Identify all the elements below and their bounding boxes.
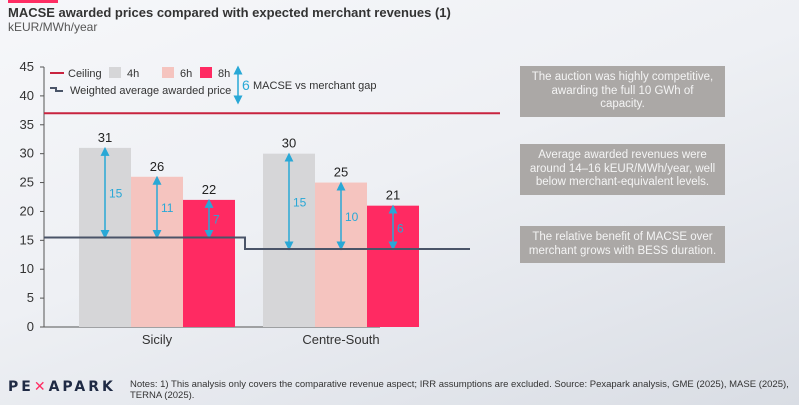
bar-value-label: 31	[98, 130, 112, 145]
legend-weighted-avg-swatch	[50, 87, 63, 92]
legend-label-6h: 6h	[180, 68, 192, 80]
y-tick-label: 5	[27, 290, 34, 305]
legend-gap-value: 6	[242, 77, 250, 93]
bar-value-label: 26	[150, 159, 164, 174]
note-box-auction: The auction was highly competitive, awar…	[520, 66, 725, 117]
gap-value-label: 10	[345, 210, 359, 224]
chart-subtitle: kEUR/MWh/year	[8, 20, 98, 34]
legend-gap-label: MACSE vs merchant gap	[253, 80, 377, 92]
accent-bar	[8, 0, 58, 3]
legend-swatch-6h	[162, 67, 174, 78]
note-box-relative-benefit: The relative benefit of MACSE over merch…	[520, 226, 725, 263]
x-category-label: Centre-South	[302, 332, 379, 347]
chart-title: MACSE awarded prices compared with expec…	[8, 5, 451, 20]
y-tick-label: 40	[20, 88, 34, 103]
bar-value-label: 21	[386, 188, 400, 203]
legend-ceiling-label: Ceiling	[68, 68, 102, 80]
y-tick-label: 10	[20, 261, 34, 276]
x-category-label: Sicily	[142, 332, 173, 347]
logo-x-icon: ✕	[33, 379, 49, 395]
legend-swatch-8h	[200, 67, 212, 78]
footnote: Notes: 1) This analysis only covers the …	[130, 379, 789, 401]
pexapark-logo: PE✕APARK	[8, 379, 116, 395]
y-tick-label: 25	[20, 175, 34, 190]
gap-value-label: 15	[109, 187, 123, 201]
note-box-average-revenues: Average awarded revenues were around 14–…	[520, 144, 725, 195]
logo-text-start: PE	[8, 379, 34, 395]
logo-text-end: APARK	[48, 379, 116, 395]
y-tick-label: 45	[20, 59, 34, 74]
gap-value-label: 15	[293, 195, 307, 209]
legend-weighted-avg-label: Weighted average awarded price	[70, 85, 231, 97]
legend-swatch-4h	[109, 67, 121, 78]
y-tick-label: 15	[20, 232, 34, 247]
bar-value-label: 25	[334, 165, 348, 180]
bar-value-label: 30	[282, 136, 296, 151]
y-tick-label: 20	[20, 203, 34, 218]
legend-label-4h: 4h	[127, 68, 139, 80]
weighted-average-line	[44, 236, 470, 250]
gap-value-label: 6	[397, 221, 404, 235]
y-tick-label: 35	[20, 117, 34, 132]
gap-value-label: 11	[161, 201, 174, 215]
legend-label-8h: 8h	[218, 68, 230, 80]
gap-value-label: 7	[213, 213, 220, 227]
bar-value-label: 22	[202, 182, 216, 197]
y-tick-label: 0	[27, 319, 34, 334]
y-tick-label: 30	[20, 146, 34, 161]
